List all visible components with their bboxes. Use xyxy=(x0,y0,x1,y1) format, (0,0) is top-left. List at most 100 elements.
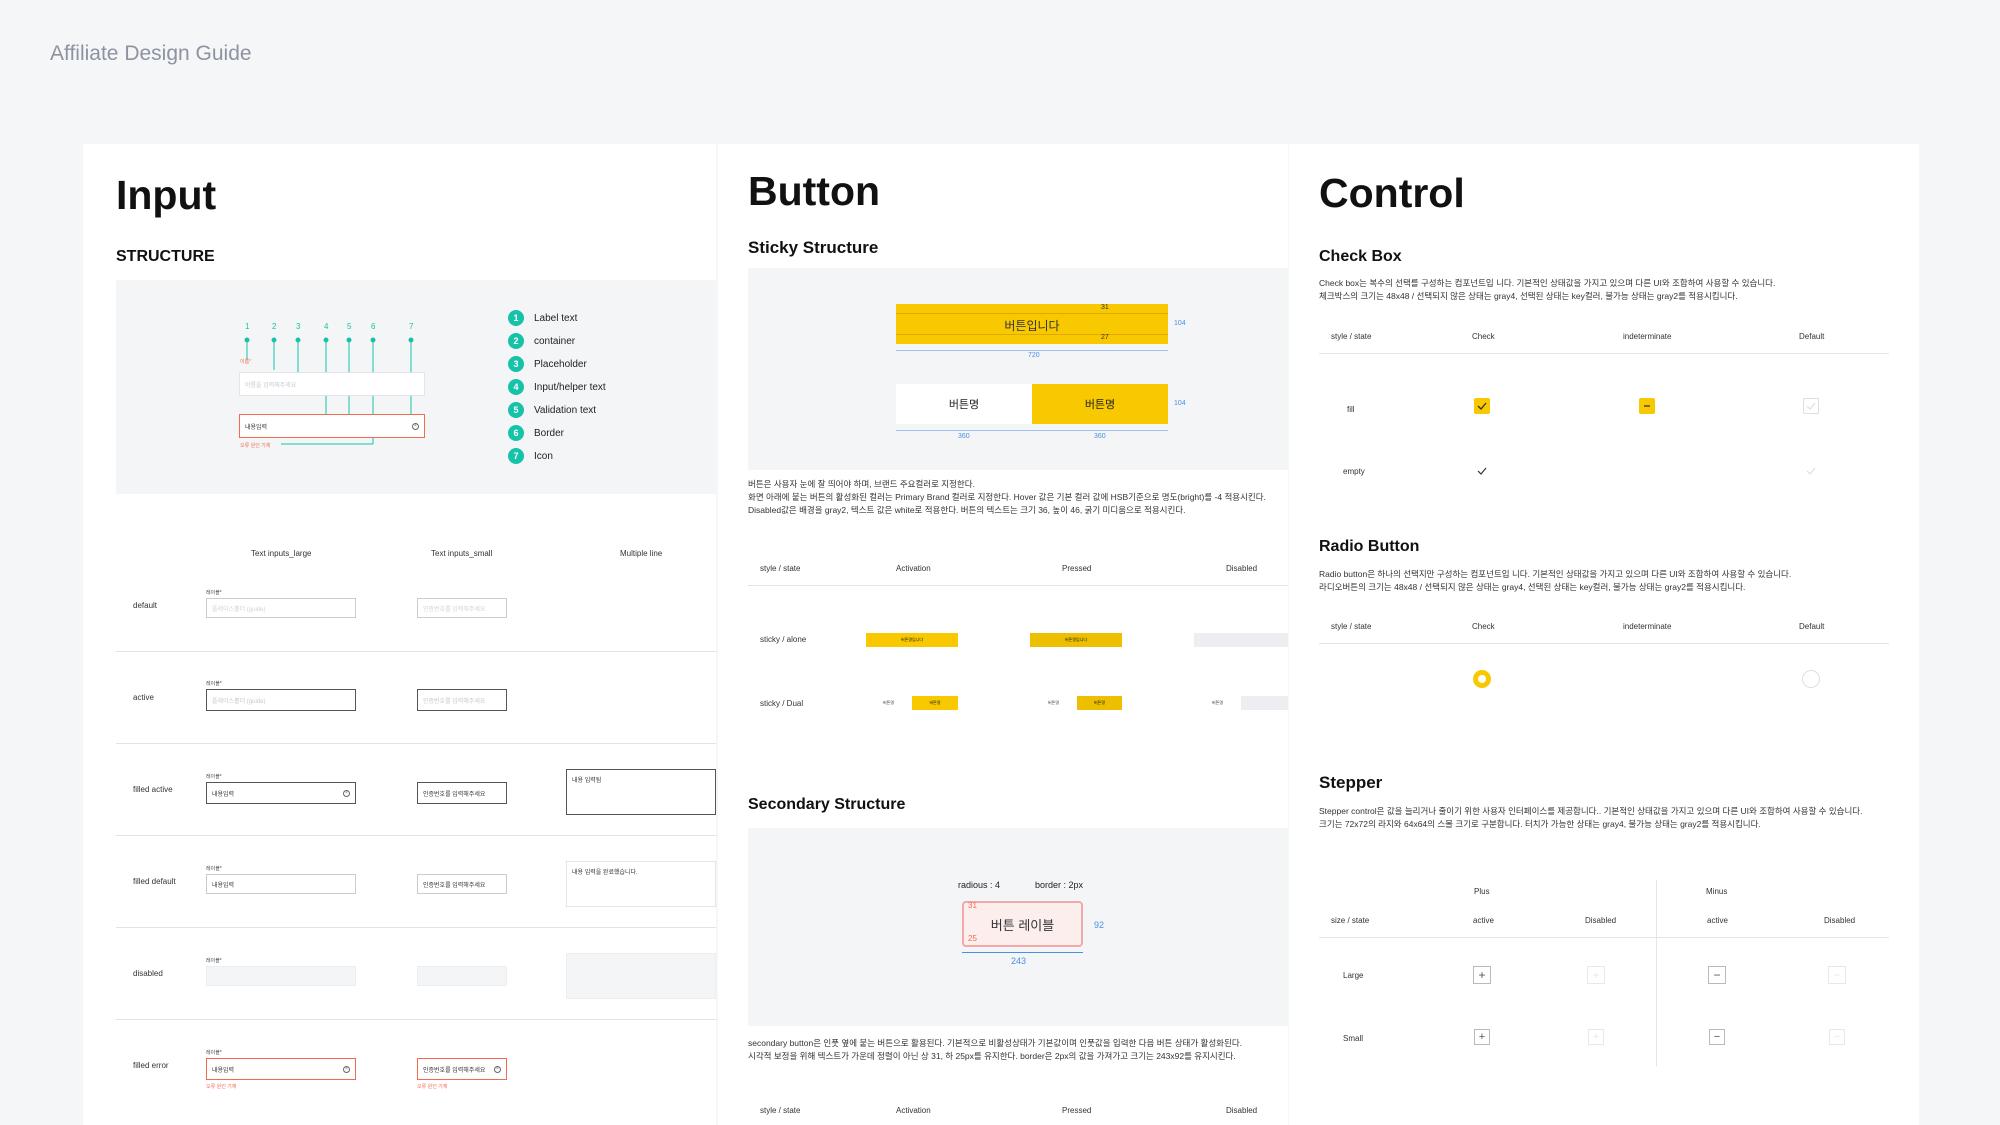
row-label: empty xyxy=(1343,467,1365,476)
dual-left-button[interactable]: 버튼명 xyxy=(896,384,1032,424)
column-header: Activation xyxy=(896,1106,931,1115)
checkbox-fill-indeterminate[interactable] xyxy=(1639,398,1655,414)
secondary-button-label: 버튼 레이블 xyxy=(990,918,1055,933)
legend-item: 4 Input/helper text xyxy=(508,379,606,395)
row-label: default xyxy=(133,601,158,610)
marker-number: 1 xyxy=(245,322,250,331)
diagram-value: 내용입력 xyxy=(245,424,268,431)
sticky-structure-diagram: 버튼입니다 31 27 104 720 버튼명 버튼명 104 360 360 xyxy=(748,268,1288,470)
column-header: Disabled xyxy=(1585,916,1617,925)
button-card: Button Sticky Structure 버튼입니다 31 27 104 … xyxy=(718,144,1288,1125)
secondary-button[interactable]: 버튼 레이블 xyxy=(962,901,1083,947)
sticky-heading: Sticky Structure xyxy=(748,238,879,257)
row-label: active xyxy=(133,693,154,702)
checkbox-description: Check box는 복수의 선택를 구성하는 컴포넌트입 니다. 기본적인 상… xyxy=(1319,278,1776,301)
plus-stepper-large-active[interactable]: + xyxy=(1473,966,1491,984)
text-input-small[interactable]: 인증번호를 입력해주세요 xyxy=(417,782,507,804)
text-input-large[interactable]: 내용입력 xyxy=(206,874,356,894)
column-header: Disabled xyxy=(1824,916,1856,925)
checkbox-fill-checked[interactable] xyxy=(1474,398,1490,414)
input-card: Input STRUCTURE 1 2 3 4 5 6 7 이름* 이름을 입력… xyxy=(83,144,716,1125)
control-card: Control Check Box Check box는 복수의 선택를 구성하… xyxy=(1289,144,1919,1125)
text-input-large[interactable]: 플레이스홀더 (guide) xyxy=(206,598,356,618)
marker-number: 4 xyxy=(324,322,329,331)
marker-number: 3 xyxy=(296,322,301,331)
diagram-empty-field: 이름을 입력해주세요 xyxy=(239,372,425,396)
dimension-label: 720 xyxy=(1028,352,1040,359)
dimension-label: 31 xyxy=(1101,304,1109,311)
row-label: filled active xyxy=(133,785,173,794)
radio-default[interactable] xyxy=(1802,670,1820,688)
text-input-large-error[interactable]: 내용입력 × xyxy=(206,1058,356,1080)
column-header: size / state xyxy=(1331,916,1370,925)
diagram-error-field: 내용입력 × xyxy=(239,414,425,438)
text-input-small-error[interactable]: 인증번호를 입력해주세요 × xyxy=(417,1058,507,1080)
sticky-alone-disabled xyxy=(1194,633,1288,647)
stepper-heading: Stepper xyxy=(1319,773,1383,792)
row-label: filled default xyxy=(133,877,176,886)
dimension-label: 360 xyxy=(1094,433,1106,440)
radio-checked[interactable] xyxy=(1473,670,1491,688)
clear-icon[interactable]: × xyxy=(494,1065,501,1073)
sticky-button[interactable]: 버튼입니다 xyxy=(896,304,1168,344)
page-title: Affiliate Design Guide xyxy=(50,42,252,65)
stepper-group: Plus xyxy=(1474,887,1490,896)
secondary-heading: Secondary Structure xyxy=(748,796,906,813)
dual-mini-right-disabled xyxy=(1241,696,1288,710)
field-label: 레이블* xyxy=(206,958,222,964)
legend-item: 1 Label text xyxy=(508,310,577,326)
field-label: 레이블* xyxy=(206,866,222,872)
column-header: active xyxy=(1473,916,1494,925)
minus-icon xyxy=(1644,405,1650,407)
input-title: Input xyxy=(116,172,217,218)
clear-icon[interactable]: × xyxy=(343,789,350,797)
column-header: Disabled xyxy=(1226,564,1258,573)
field-label: 레이블* xyxy=(206,590,222,596)
text-input-large[interactable]: 플레이스홀더 (guide) xyxy=(206,689,356,711)
text-input-small[interactable]: 인증번호를 입력해주세요 xyxy=(417,598,507,618)
row-label: sticky / alone xyxy=(760,635,807,644)
minus-stepper-small-active[interactable]: − xyxy=(1709,1029,1725,1045)
text-input-small[interactable]: 인증번호를 입력해주세요 xyxy=(417,689,507,711)
dual-mini-right-pressed[interactable]: 버튼명 xyxy=(1077,696,1122,710)
sticky-alone-activation[interactable]: 버튼명입니다 xyxy=(866,633,958,647)
checkbox-empty-default[interactable] xyxy=(1804,464,1818,478)
dimension-label: 104 xyxy=(1174,320,1186,327)
dimension-label: 360 xyxy=(958,433,970,440)
text-input-small[interactable]: 인증번호를 입력해주세요 xyxy=(417,874,507,894)
dimension-label: 31 xyxy=(968,901,977,910)
text-input-large[interactable]: 내용입력 × xyxy=(206,782,356,804)
marker-number: 7 xyxy=(409,322,414,331)
multiline-input[interactable]: 내용 입력을 완료했습니다. xyxy=(566,861,716,907)
row-label: Small xyxy=(1343,1034,1364,1043)
diagram-label: 이름* xyxy=(240,359,252,365)
plus-stepper-small-active[interactable]: + xyxy=(1474,1029,1490,1045)
check-icon xyxy=(1806,402,1816,410)
text-input-small-disabled xyxy=(417,966,507,986)
control-title: Control xyxy=(1319,170,1465,216)
dimension-label: 25 xyxy=(968,934,977,943)
dual-mini-left: 버튼명 xyxy=(1212,700,1224,705)
structure-diagram: 1 2 3 4 5 6 7 이름* 이름을 입력해주세요 내용입력 × 오 xyxy=(116,280,716,494)
checkbox-fill-default[interactable] xyxy=(1803,398,1819,414)
dual-mini-left[interactable]: 버튼명 xyxy=(1048,700,1060,705)
row-label: filled error xyxy=(133,1061,169,1070)
column-header: Multiple line xyxy=(620,549,663,558)
error-text: 오류 원인 기재 xyxy=(417,1084,448,1090)
dual-mini-left[interactable]: 버튼명 xyxy=(883,700,895,705)
multiline-input[interactable]: 내용 입력됨 xyxy=(566,769,716,815)
column-header: Disabled xyxy=(1226,1106,1258,1115)
legend-item: 3 Placeholder xyxy=(508,356,587,372)
column-header: Check xyxy=(1472,622,1495,631)
dimension-label: 104 xyxy=(1174,400,1186,407)
dual-mini-right[interactable]: 버튼명 xyxy=(912,696,958,710)
clear-icon[interactable]: × xyxy=(343,1065,350,1073)
sticky-alone-pressed[interactable]: 버튼명입니다 xyxy=(1030,633,1122,647)
column-header: style / state xyxy=(1331,332,1372,341)
minus-stepper-large-active[interactable]: − xyxy=(1708,966,1726,984)
dual-right-button[interactable]: 버튼명 xyxy=(1032,384,1168,424)
column-header: Check xyxy=(1472,332,1495,341)
secondary-structure-diagram: radious : 4 border : 2px 버튼 레이블 31 25 92… xyxy=(748,828,1288,1026)
checkbox-empty-checked[interactable] xyxy=(1475,464,1489,478)
marker-number: 5 xyxy=(347,322,352,331)
